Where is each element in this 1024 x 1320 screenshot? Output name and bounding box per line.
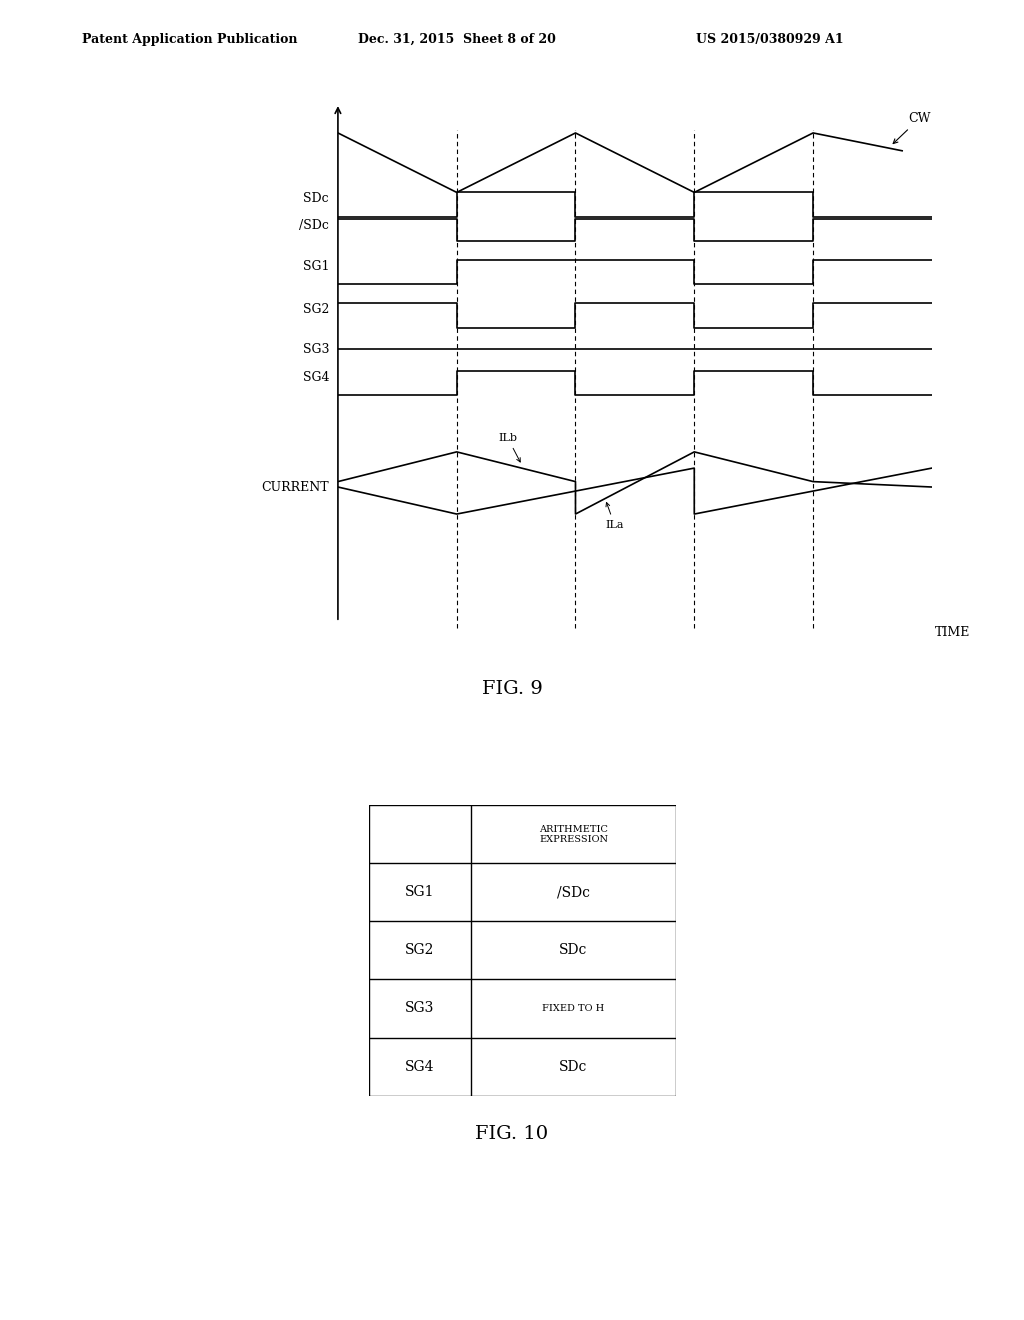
Text: SG4: SG4 [406, 1060, 434, 1073]
Text: CURRENT: CURRENT [261, 480, 329, 494]
Text: SDc: SDc [303, 193, 329, 206]
Text: SDc: SDc [559, 944, 588, 957]
Text: Dec. 31, 2015  Sheet 8 of 20: Dec. 31, 2015 Sheet 8 of 20 [358, 33, 556, 46]
Text: ILb: ILb [499, 433, 520, 462]
Text: ILa: ILa [605, 503, 624, 529]
Text: FIXED TO H: FIXED TO H [543, 1005, 604, 1012]
Text: /SDc: /SDc [557, 886, 590, 899]
Text: /SDc: /SDc [299, 219, 329, 232]
Text: SG1: SG1 [406, 886, 434, 899]
Text: TIME: TIME [935, 627, 970, 639]
Text: SDc: SDc [559, 1060, 588, 1073]
Text: CW: CW [893, 112, 931, 144]
Text: SG1: SG1 [302, 260, 329, 273]
Text: US 2015/0380929 A1: US 2015/0380929 A1 [696, 33, 844, 46]
Text: SG2: SG2 [406, 944, 434, 957]
Text: SG3: SG3 [406, 1002, 434, 1015]
Text: Patent Application Publication: Patent Application Publication [82, 33, 297, 46]
Text: FIG. 10: FIG. 10 [475, 1125, 549, 1143]
Text: SG3: SG3 [302, 343, 329, 355]
Text: FIG. 9: FIG. 9 [481, 680, 543, 698]
Text: SG2: SG2 [303, 304, 329, 317]
Text: SG4: SG4 [302, 371, 329, 384]
Text: ARITHMETIC
EXPRESSION: ARITHMETIC EXPRESSION [539, 825, 608, 843]
